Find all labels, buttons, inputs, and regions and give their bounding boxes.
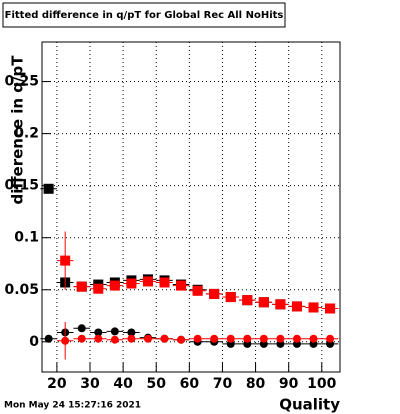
marker xyxy=(259,334,268,343)
marker xyxy=(209,288,220,299)
marker xyxy=(94,328,103,337)
marker xyxy=(258,297,269,308)
marker xyxy=(226,334,235,343)
marker xyxy=(159,277,170,288)
x-tick-label: 40 xyxy=(113,376,133,392)
marker xyxy=(43,183,54,194)
marker xyxy=(193,334,202,343)
marker xyxy=(325,303,336,314)
marker xyxy=(93,283,104,294)
marker xyxy=(109,280,120,291)
marker xyxy=(110,335,119,344)
y-axis-label: difference in q/pT xyxy=(9,55,27,205)
marker xyxy=(292,334,301,343)
marker xyxy=(210,334,219,343)
y-tick-label: 0.25 xyxy=(4,74,39,90)
marker xyxy=(60,255,71,266)
y-tick-label: 0.05 xyxy=(4,282,39,298)
marker xyxy=(127,334,136,343)
marker xyxy=(243,334,252,343)
x-tick-label: 90 xyxy=(279,376,299,392)
plot-frame xyxy=(41,41,341,373)
chart-title: Fitted difference in q/pT for Global Rec… xyxy=(5,10,284,21)
marker xyxy=(127,328,136,337)
marker xyxy=(142,276,153,287)
marker xyxy=(176,280,187,291)
x-tick-label: 100 xyxy=(307,376,336,392)
marker xyxy=(308,302,319,313)
x-tick-label: 80 xyxy=(246,376,266,392)
marker xyxy=(94,334,103,343)
marker xyxy=(61,336,70,345)
marker xyxy=(275,299,286,310)
x-tick-label: 30 xyxy=(80,376,100,392)
marker xyxy=(110,327,119,336)
marker xyxy=(77,324,86,333)
x-tick-label: 70 xyxy=(213,376,233,392)
x-tick-label: 60 xyxy=(180,376,200,392)
marker xyxy=(76,281,87,292)
marker xyxy=(177,335,186,344)
x-axis-label: Quality xyxy=(279,396,340,414)
marker xyxy=(225,292,236,303)
marker xyxy=(192,285,203,296)
marker xyxy=(160,334,169,343)
marker xyxy=(77,334,86,343)
y-tick-label: 0 xyxy=(29,334,39,350)
marker xyxy=(126,278,137,289)
marker xyxy=(291,301,302,312)
y-tick-label: 0.15 xyxy=(4,178,39,194)
timestamp: Mon May 24 15:27:16 2021 xyxy=(4,401,141,411)
x-tick-label: 20 xyxy=(47,376,67,392)
y-tick-label: 0.1 xyxy=(14,230,39,246)
y-tick-label: 0.2 xyxy=(14,126,39,142)
marker xyxy=(276,334,285,343)
x-tick-label: 50 xyxy=(146,376,166,392)
marker xyxy=(242,295,253,306)
marker xyxy=(143,334,152,343)
marker xyxy=(309,334,318,343)
marker xyxy=(44,334,53,343)
marker xyxy=(326,334,335,343)
title-box xyxy=(2,2,286,28)
